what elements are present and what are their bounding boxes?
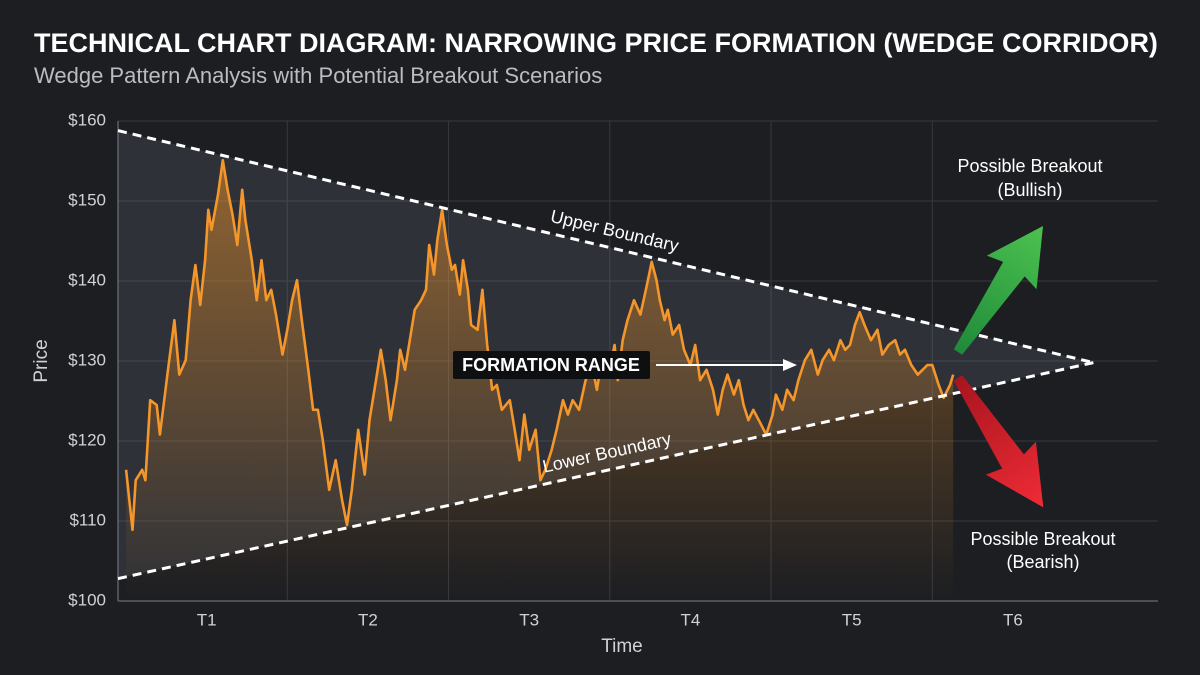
annotation-arrowhead xyxy=(783,359,797,371)
y-tick-label: $160 xyxy=(68,110,106,129)
y-tick-label: $100 xyxy=(68,590,106,609)
boundary-line xyxy=(117,361,1094,581)
y-tick-label: $130 xyxy=(68,350,106,369)
y-tick-label: $140 xyxy=(68,270,106,289)
x-tick-label: T4 xyxy=(680,610,700,629)
x-axis-label: Time xyxy=(601,636,643,657)
annotation-text: (Bearish) xyxy=(1006,552,1079,572)
annotation-text: (Bullish) xyxy=(997,180,1062,200)
price-line xyxy=(124,158,955,532)
y-tick-label: $150 xyxy=(68,190,106,209)
y-tick-label: $110 xyxy=(69,510,106,529)
x-tick-label: T5 xyxy=(842,610,862,629)
arrow-shape xyxy=(953,375,1044,508)
annotation-text: Possible Breakout xyxy=(970,529,1115,549)
x-tick-label: T2 xyxy=(358,610,378,629)
x-tick-label: T6 xyxy=(1003,610,1023,629)
price-area xyxy=(126,160,954,601)
arrow-shape xyxy=(953,225,1043,355)
annotation-text: FORMATION RANGE xyxy=(462,355,640,375)
x-tick-label: T3 xyxy=(519,610,539,629)
boundary-line xyxy=(117,129,1094,365)
y-tick-label: $120 xyxy=(68,430,106,449)
bullish-arrow xyxy=(953,225,1043,355)
bearish-arrow xyxy=(953,375,1044,508)
chart-title: TECHNICAL CHART DIAGRAM: NARROWING PRICE… xyxy=(34,28,1158,58)
chart-subtitle: Wedge Pattern Analysis with Potential Br… xyxy=(34,63,602,88)
annotation-text: Possible Breakout xyxy=(957,156,1102,176)
y-axis-label: Price xyxy=(31,339,52,382)
x-tick-label: T1 xyxy=(197,610,217,629)
annotation-box xyxy=(453,351,650,379)
